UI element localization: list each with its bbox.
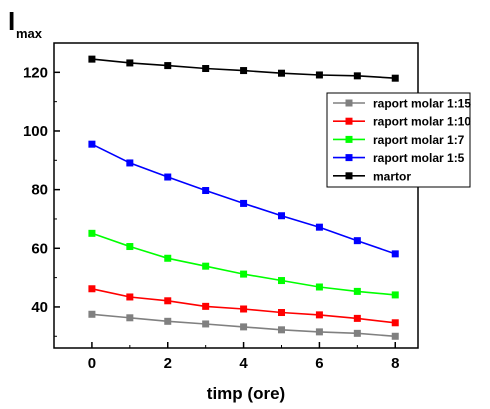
y-tick-label: 120 xyxy=(23,64,48,81)
data-point xyxy=(202,65,210,73)
series-1 xyxy=(88,310,399,340)
x-axis: 0 2 4 6 8 xyxy=(88,342,399,372)
x-axis-title: timp (ore) xyxy=(207,384,285,403)
data-point xyxy=(202,262,210,270)
legend-label: raport molar 1:7 xyxy=(373,133,465,147)
data-point xyxy=(240,323,248,331)
legend-swatch-marker xyxy=(345,99,353,107)
data-point xyxy=(353,329,361,337)
data-point xyxy=(391,291,399,299)
data-point xyxy=(353,72,361,80)
data-point xyxy=(240,305,248,313)
x-tick-label: 6 xyxy=(315,355,323,372)
legend-item: raport molar 1:5 xyxy=(333,151,465,165)
legend-item: raport molar 1:15 xyxy=(333,97,471,111)
data-point xyxy=(315,283,323,291)
data-point xyxy=(391,319,399,327)
data-point xyxy=(202,187,210,195)
data-point xyxy=(88,140,96,148)
data-point xyxy=(315,71,323,79)
data-point xyxy=(240,67,248,75)
x-tick-label: 8 xyxy=(391,355,399,372)
data-point xyxy=(126,293,134,301)
data-point xyxy=(315,223,323,231)
legend-item: martor xyxy=(333,169,411,183)
data-point xyxy=(164,317,172,325)
y-axis-title-main: I xyxy=(8,6,15,36)
data-point xyxy=(391,250,399,258)
x-tick-label: 4 xyxy=(239,355,248,372)
legend-item: raport molar 1:7 xyxy=(333,133,465,147)
y-tick-label: 80 xyxy=(31,182,48,199)
data-point xyxy=(391,74,399,82)
legend-swatch-marker xyxy=(345,117,353,125)
y-tick-label: 40 xyxy=(31,299,48,316)
data-point xyxy=(240,270,248,278)
data-point xyxy=(353,237,361,245)
data-point xyxy=(278,277,285,285)
data-point xyxy=(88,285,96,293)
data-point xyxy=(315,311,323,319)
legend: raport molar 1:15 raport molar 1:10 raport… xyxy=(326,92,471,188)
data-point xyxy=(278,309,285,317)
data-point xyxy=(88,55,96,63)
data-point xyxy=(164,62,172,70)
series-2 xyxy=(88,285,399,327)
y-tick-label: 100 xyxy=(23,123,48,140)
data-point xyxy=(164,254,172,262)
legend-swatch-marker xyxy=(345,154,353,162)
y-axis-title-sub: max xyxy=(16,26,43,41)
data-point xyxy=(202,320,210,328)
series-3 xyxy=(88,229,399,299)
plot-area-frame xyxy=(53,42,419,349)
data-point xyxy=(278,212,285,220)
legend-label: raport molar 1:15 xyxy=(373,97,471,111)
data-point xyxy=(88,229,96,237)
data-point xyxy=(278,69,285,77)
data-point xyxy=(353,314,361,322)
series-5 xyxy=(88,55,399,82)
legend-label: martor xyxy=(373,169,411,183)
y-axis-title: I max xyxy=(8,6,43,41)
data-point xyxy=(126,159,134,167)
series-4 xyxy=(88,140,399,258)
data-point xyxy=(202,302,210,310)
data-point xyxy=(240,199,248,207)
y-tick-label: 60 xyxy=(31,240,48,257)
data-point xyxy=(315,328,323,336)
data-point xyxy=(391,332,399,340)
x-tick-label: 0 xyxy=(88,355,96,372)
data-point xyxy=(353,287,361,295)
x-tick-label: 2 xyxy=(164,355,172,372)
data-point xyxy=(164,297,172,305)
data-point xyxy=(164,173,172,181)
data-point xyxy=(88,310,96,318)
legend-swatch-marker xyxy=(345,172,353,180)
series-line xyxy=(91,232,396,296)
y-axis: 40 60 80 100 120 xyxy=(23,42,60,337)
data-point xyxy=(126,314,134,322)
data-point xyxy=(278,326,285,334)
data-point xyxy=(126,243,134,251)
legend-label: raport molar 1:5 xyxy=(373,151,465,165)
legend-label: raport molar 1:10 xyxy=(373,115,471,129)
data-point xyxy=(126,59,134,67)
series-layer xyxy=(88,55,399,340)
legend-swatch-marker xyxy=(345,135,353,143)
legend-item: raport molar 1:10 xyxy=(333,115,471,129)
